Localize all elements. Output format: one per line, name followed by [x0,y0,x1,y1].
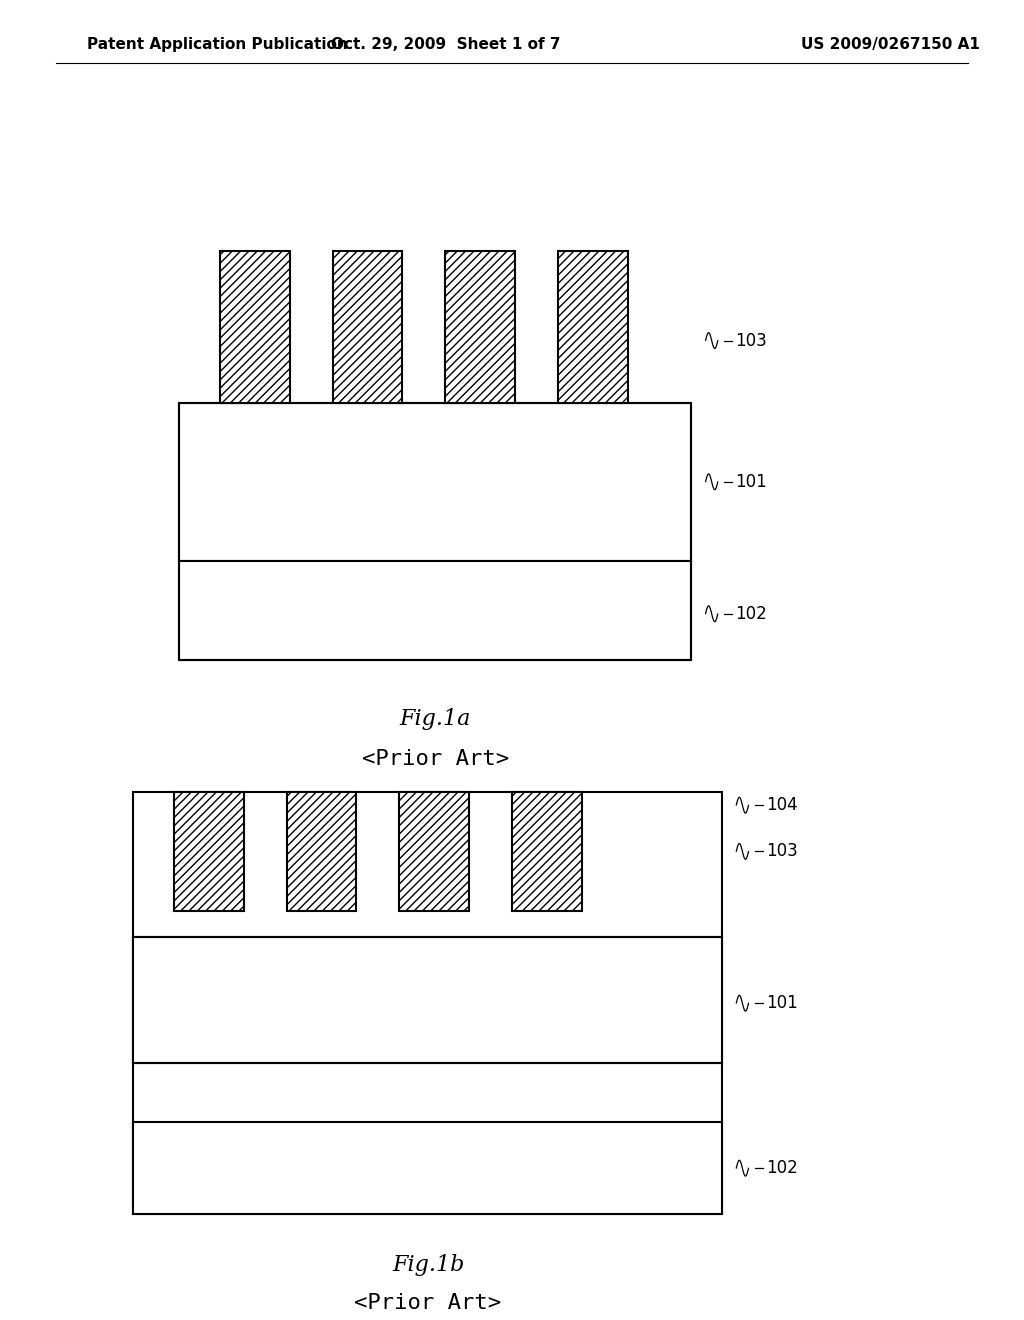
Text: Patent Application Publication: Patent Application Publication [87,37,348,53]
Text: Fig.1a: Fig.1a [399,709,471,730]
Bar [220,251,290,403]
Text: <Prior Art>: <Prior Art> [361,748,509,770]
Bar [287,792,356,911]
Bar [512,792,582,911]
Text: US 2009/0267150 A1: US 2009/0267150 A1 [802,37,980,53]
Text: 101: 101 [735,473,767,491]
Bar [133,937,722,1063]
Text: 102: 102 [735,605,767,623]
Bar [133,792,722,1214]
Text: 103: 103 [735,331,767,350]
Text: 103: 103 [766,842,798,861]
Bar [445,251,515,403]
Bar [179,403,691,660]
Bar [333,251,402,403]
Text: <Prior Art>: <Prior Art> [354,1292,502,1313]
Bar [174,792,244,911]
Bar [179,561,691,660]
Text: 101: 101 [766,994,798,1012]
Text: Fig.1b: Fig.1b [392,1254,464,1275]
Text: 102: 102 [766,1159,798,1177]
Text: Oct. 29, 2009  Sheet 1 of 7: Oct. 29, 2009 Sheet 1 of 7 [331,37,560,53]
Bar [558,251,628,403]
Text: 104: 104 [766,796,798,814]
Bar [133,1122,722,1214]
Bar [399,792,469,911]
Bar [179,403,691,561]
